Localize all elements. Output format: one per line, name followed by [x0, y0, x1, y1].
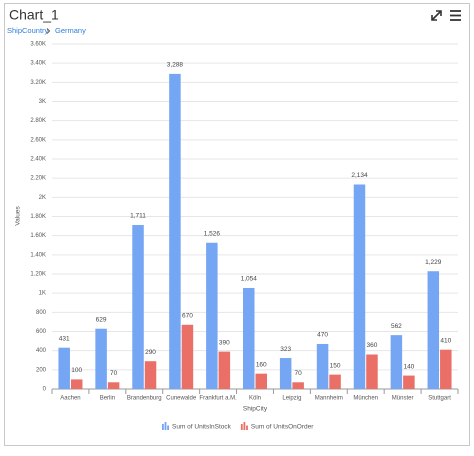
data-label: 470 — [317, 332, 328, 339]
bar[interactable] — [427, 271, 440, 389]
bar[interactable] — [144, 361, 157, 389]
y-tick-label: 800 — [36, 310, 47, 316]
x-tick-label: Frankfurt a.M. — [199, 396, 237, 402]
x-tick-label: Cunewalde — [166, 396, 197, 402]
y-tick-label: 2.40K — [30, 157, 46, 163]
bar[interactable] — [206, 242, 218, 389]
y-tick-label: 3.20K — [30, 80, 46, 86]
bar[interactable] — [255, 373, 268, 389]
y-tick-label: 1.20K — [30, 272, 46, 278]
legend-icon[interactable] — [246, 425, 248, 431]
bar[interactable] — [181, 324, 194, 389]
data-label: 410 — [440, 337, 451, 344]
bar[interactable] — [107, 382, 120, 389]
y-tick-label: 1.60K — [30, 233, 46, 239]
bar[interactable] — [292, 382, 304, 389]
bar[interactable] — [95, 328, 107, 389]
bar[interactable] — [70, 379, 83, 389]
x-tick-label: Brandenburg — [127, 396, 162, 402]
data-label: 1,711 — [130, 213, 146, 220]
y-tick-label: 2.20K — [30, 176, 46, 182]
x-tick-label: München — [353, 396, 378, 402]
bar[interactable] — [316, 343, 329, 389]
data-label: 431 — [59, 335, 70, 342]
x-tick-label: Leipzig — [282, 396, 301, 402]
data-label: 160 — [256, 361, 267, 368]
data-label: 360 — [367, 342, 378, 349]
y-tick-label: 2.60K — [30, 137, 46, 143]
legend-icon[interactable] — [240, 424, 243, 430]
data-label: 150 — [330, 362, 341, 369]
data-label: 1,229 — [425, 259, 442, 266]
bar[interactable] — [132, 225, 144, 389]
menu-icon[interactable] — [450, 10, 461, 21]
x-tick-label: Stuttgart — [428, 396, 451, 402]
data-label: 670 — [182, 313, 193, 320]
y-tick-label: 3K — [39, 99, 46, 105]
data-label: 140 — [403, 363, 414, 370]
y-tick-label: 400 — [36, 348, 47, 354]
bar[interactable] — [58, 347, 70, 389]
legend-icon[interactable] — [164, 422, 167, 430]
data-label: 3,288 — [167, 62, 184, 69]
y-tick-label: 0 — [43, 387, 47, 393]
expand-icon[interactable] — [431, 10, 442, 21]
data-label: 390 — [219, 339, 230, 346]
data-label: 323 — [280, 346, 291, 353]
data-label: 562 — [391, 323, 402, 330]
legend-label[interactable]: Sum of UnitsOnOrder — [251, 424, 314, 431]
y-tick-label: 1.40K — [30, 252, 46, 258]
legend-icon[interactable] — [167, 425, 169, 431]
x-tick-label: Köln — [249, 396, 261, 402]
y-tick-label: 3.40K — [30, 61, 46, 67]
x-tick-label: Aachen — [60, 396, 80, 402]
bar[interactable] — [218, 351, 231, 389]
y-tick-label: 2.80K — [30, 118, 46, 124]
breadcrumb-item[interactable]: Germany — [55, 26, 86, 35]
x-tick-label: Mannheim — [315, 396, 343, 402]
bar[interactable] — [390, 335, 403, 389]
y-tick-label: 1.80K — [30, 214, 46, 220]
bar[interactable] — [329, 374, 341, 389]
bar[interactable] — [440, 349, 452, 389]
legend-icon[interactable] — [243, 422, 246, 430]
bar[interactable] — [169, 73, 181, 390]
data-label: 2,134 — [351, 172, 368, 179]
y-tick-label: 2K — [39, 195, 46, 201]
breadcrumb-item[interactable]: ShipCountry — [7, 26, 49, 35]
legend-icon[interactable] — [162, 424, 164, 430]
bar[interactable] — [366, 354, 378, 390]
y-axis-title: Values — [15, 206, 22, 226]
data-label: 70 — [110, 370, 118, 377]
data-label: 1,526 — [204, 230, 221, 237]
x-axis-title: ShipCity — [243, 406, 268, 413]
legend-label[interactable]: Sum of UnitsInStock — [172, 424, 232, 431]
chart-title: Chart_1 — [9, 7, 59, 23]
bar[interactable] — [243, 287, 255, 389]
x-tick-label: Berlin — [100, 396, 115, 402]
data-label: 1,054 — [241, 276, 258, 283]
bar[interactable] — [403, 375, 415, 389]
breadcrumb-separator — [46, 28, 51, 34]
y-tick-label: 600 — [36, 329, 47, 335]
data-label: 100 — [71, 367, 82, 374]
data-label: 629 — [96, 316, 107, 323]
bar[interactable] — [279, 358, 292, 389]
y-tick-label: 1K — [39, 291, 46, 297]
bar[interactable] — [353, 184, 366, 389]
data-label: 290 — [145, 349, 156, 356]
x-tick-label: Münster — [392, 396, 414, 402]
data-label: 70 — [295, 370, 303, 377]
y-tick-label: 3.60K — [30, 42, 46, 48]
y-tick-label: 200 — [36, 367, 47, 373]
